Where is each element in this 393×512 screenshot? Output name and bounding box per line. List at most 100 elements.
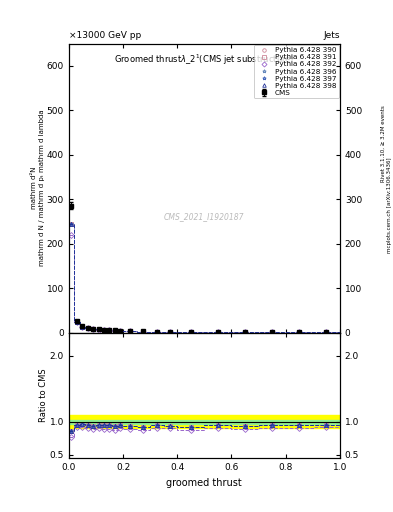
Pythia 6.428 397	[242, 329, 248, 335]
Pythia 6.428 396	[189, 329, 193, 335]
Pythia 6.428 390	[324, 329, 329, 335]
Pythia 6.428 397	[168, 329, 173, 335]
Pythia 6.428 397	[127, 328, 132, 334]
Pythia 6.428 391	[141, 329, 146, 335]
Pythia 6.428 398	[168, 329, 173, 335]
Pythia 6.428 396	[80, 324, 85, 330]
Pythia 6.428 397	[118, 328, 123, 334]
Pythia 6.428 392	[91, 326, 95, 332]
Pythia 6.428 392	[141, 329, 146, 335]
Pythia 6.428 397	[75, 319, 79, 325]
Pythia 6.428 398	[127, 328, 132, 334]
Y-axis label: Ratio to CMS: Ratio to CMS	[39, 369, 48, 422]
Pythia 6.428 390	[80, 324, 85, 330]
Pythia 6.428 396	[102, 327, 107, 333]
Pythia 6.428 392	[215, 329, 220, 335]
Pythia 6.428 392	[112, 328, 117, 334]
Pythia 6.428 397	[189, 329, 193, 335]
Pythia 6.428 397	[102, 327, 107, 333]
Pythia 6.428 398	[118, 328, 123, 334]
Pythia 6.428 392	[96, 327, 101, 333]
Pythia 6.428 390	[242, 329, 248, 335]
Pythia 6.428 397	[69, 221, 74, 227]
Pythia 6.428 391	[154, 329, 159, 335]
Pythia 6.428 398	[91, 326, 95, 332]
X-axis label: groomed thrust: groomed thrust	[167, 478, 242, 487]
Pythia 6.428 398	[154, 329, 159, 335]
Pythia 6.428 391	[297, 329, 302, 335]
Pythia 6.428 390	[96, 326, 101, 332]
Pythia 6.428 390	[107, 327, 112, 333]
Text: Groomed thrust$\lambda\_2^1$(CMS jet substructure): Groomed thrust$\lambda\_2^1$(CMS jet sub…	[114, 52, 295, 67]
Line: Pythia 6.428 398: Pythia 6.428 398	[70, 222, 329, 334]
Pythia 6.428 398	[80, 324, 85, 330]
Pythia 6.428 391	[168, 329, 173, 335]
Pythia 6.428 390	[102, 327, 107, 333]
Pythia 6.428 398	[189, 329, 193, 335]
Text: Rivet 3.1.10, ≥ 3.2M events: Rivet 3.1.10, ≥ 3.2M events	[381, 105, 386, 182]
Pythia 6.428 392	[154, 329, 159, 335]
Pythia 6.428 396	[112, 327, 117, 333]
Pythia 6.428 391	[242, 329, 248, 335]
Pythia 6.428 398	[75, 319, 79, 325]
Line: Pythia 6.428 390: Pythia 6.428 390	[70, 222, 329, 334]
Pythia 6.428 392	[69, 231, 74, 238]
Legend: Pythia 6.428 390, Pythia 6.428 391, Pythia 6.428 392, Pythia 6.428 396, Pythia 6: Pythia 6.428 390, Pythia 6.428 391, Pyth…	[254, 45, 338, 98]
Pythia 6.428 390	[75, 319, 79, 325]
Pythia 6.428 391	[85, 325, 90, 331]
Line: Pythia 6.428 397: Pythia 6.428 397	[70, 222, 329, 334]
Pythia 6.428 392	[324, 329, 329, 335]
Pythia 6.428 390	[154, 329, 159, 335]
Text: mcplots.cern.ch [arXiv:1306.3436]: mcplots.cern.ch [arXiv:1306.3436]	[387, 157, 391, 252]
Pythia 6.428 391	[324, 329, 329, 335]
Y-axis label: mathrm d²N
mathrm d N / mathrm d pₜ mathrm d lambda: mathrm d²N mathrm d N / mathrm d pₜ math…	[31, 110, 45, 266]
Pythia 6.428 392	[85, 325, 90, 331]
Pythia 6.428 390	[297, 329, 302, 335]
Pythia 6.428 392	[297, 329, 302, 335]
Pythia 6.428 398	[270, 329, 274, 335]
Pythia 6.428 390	[127, 328, 132, 334]
Pythia 6.428 390	[189, 329, 193, 335]
Pythia 6.428 391	[215, 329, 220, 335]
Pythia 6.428 398	[107, 327, 112, 333]
Line: Pythia 6.428 392: Pythia 6.428 392	[70, 232, 329, 334]
Pythia 6.428 397	[85, 325, 90, 331]
Pythia 6.428 390	[168, 329, 173, 335]
Pythia 6.428 391	[80, 324, 85, 330]
Pythia 6.428 390	[215, 329, 220, 335]
Pythia 6.428 397	[80, 324, 85, 330]
Pythia 6.428 396	[118, 328, 123, 334]
Line: Pythia 6.428 396: Pythia 6.428 396	[70, 222, 329, 334]
Text: Jets: Jets	[323, 31, 340, 40]
Pythia 6.428 391	[127, 328, 132, 334]
Pythia 6.428 398	[69, 221, 74, 227]
Pythia 6.428 397	[91, 326, 95, 332]
Pythia 6.428 390	[270, 329, 274, 335]
Pythia 6.428 398	[96, 326, 101, 332]
Pythia 6.428 391	[107, 327, 112, 333]
Pythia 6.428 396	[154, 329, 159, 335]
Pythia 6.428 397	[141, 329, 146, 335]
Pythia 6.428 396	[168, 329, 173, 335]
Pythia 6.428 396	[96, 326, 101, 332]
Pythia 6.428 392	[127, 328, 132, 334]
Pythia 6.428 392	[189, 329, 193, 335]
Pythia 6.428 396	[69, 221, 74, 227]
Pythia 6.428 397	[270, 329, 274, 335]
Pythia 6.428 390	[118, 328, 123, 334]
Pythia 6.428 391	[96, 326, 101, 332]
Pythia 6.428 391	[118, 328, 123, 334]
Pythia 6.428 397	[215, 329, 220, 335]
Pythia 6.428 391	[189, 329, 193, 335]
Text: ×13000 GeV pp: ×13000 GeV pp	[69, 31, 141, 40]
Pythia 6.428 392	[270, 329, 274, 335]
Pythia 6.428 396	[127, 328, 132, 334]
Pythia 6.428 396	[85, 325, 90, 331]
Pythia 6.428 396	[215, 329, 220, 335]
Text: CMS_2021_I1920187: CMS_2021_I1920187	[164, 212, 244, 222]
Pythia 6.428 392	[107, 327, 112, 333]
Pythia 6.428 398	[112, 327, 117, 333]
Pythia 6.428 392	[242, 329, 248, 335]
Pythia 6.428 390	[85, 325, 90, 331]
Pythia 6.428 398	[102, 327, 107, 333]
